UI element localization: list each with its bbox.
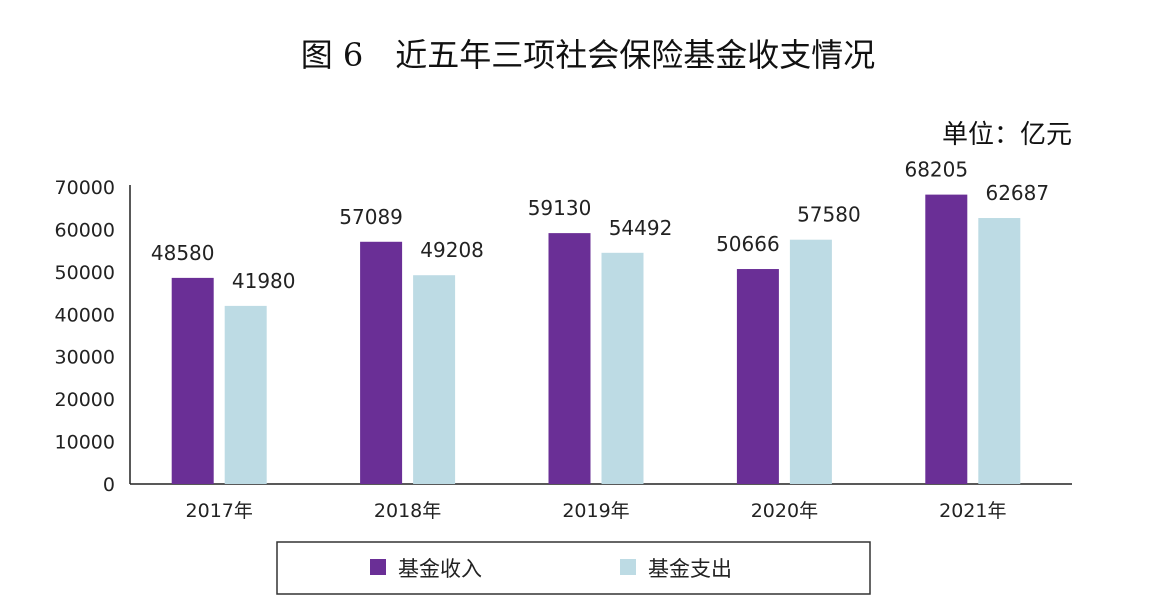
- data-label: 41980: [232, 269, 296, 293]
- data-label: 57580: [797, 203, 861, 227]
- x-tick-label: 2019年: [562, 500, 629, 522]
- y-tick-label: 60000: [55, 219, 115, 241]
- y-tick-label: 0: [103, 474, 115, 496]
- x-tick-label: 2017年: [186, 500, 253, 522]
- data-label: 62687: [985, 181, 1049, 205]
- data-label: 48580: [151, 241, 215, 265]
- bar-income: [548, 233, 591, 484]
- legend-label: 基金收入: [398, 557, 482, 581]
- legend-box: [276, 541, 871, 595]
- data-label: 54492: [609, 216, 673, 240]
- chart-title: 图 6 近五年三项社会保险基金收支情况: [300, 36, 876, 74]
- y-tick-label: 10000: [55, 432, 115, 454]
- bar-expense: [601, 252, 644, 484]
- unit-label: 单位：亿元: [941, 120, 1072, 150]
- y-tick-label: 70000: [55, 177, 115, 199]
- x-tick-label: 2021年: [939, 500, 1006, 522]
- y-tick-label: 30000: [55, 347, 115, 369]
- bar-expense: [978, 218, 1021, 484]
- legend-swatch: [620, 559, 636, 575]
- data-label: 50666: [716, 232, 780, 256]
- data-label: 59130: [528, 196, 592, 220]
- y-tick-label: 40000: [55, 304, 115, 326]
- bar-expense: [413, 275, 456, 484]
- data-label: 57089: [339, 205, 403, 229]
- bar-income: [360, 241, 403, 484]
- bar-expense: [789, 239, 832, 484]
- bar-income: [171, 277, 214, 484]
- y-tick-label: 50000: [55, 262, 115, 284]
- data-label: 49208: [420, 238, 484, 262]
- x-tick-label: 2018年: [374, 500, 441, 522]
- legend-swatch: [370, 559, 386, 575]
- data-label: 68205: [904, 158, 968, 182]
- bar-income: [925, 194, 968, 485]
- y-tick-label: 20000: [55, 389, 115, 411]
- legend-label: 基金支出: [648, 557, 732, 581]
- x-tick-label: 2020年: [751, 500, 818, 522]
- bar-income: [736, 269, 779, 484]
- bar-expense: [224, 305, 267, 484]
